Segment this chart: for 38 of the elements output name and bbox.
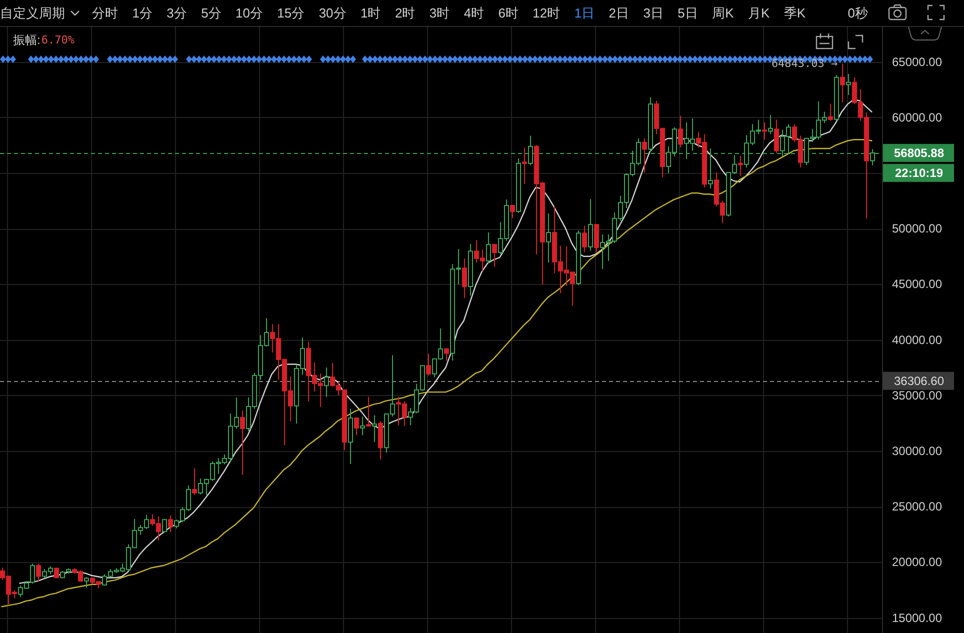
- amplitude-value: 6.70%: [41, 34, 74, 46]
- y-tick-label: 20000.00: [892, 555, 942, 570]
- toolbar-item: 30分: [318, 6, 346, 20]
- toolbar-item: 5分: [201, 6, 222, 20]
- toolbar-item: 6时: [498, 6, 518, 20]
- toolbar-item: 分时: [92, 6, 118, 20]
- toolbar-item: 12时: [532, 6, 560, 20]
- toolbar-item: 季K: [784, 6, 806, 20]
- y-tick-label: 45000.00: [892, 277, 942, 292]
- toolbar-item: 10分: [236, 6, 263, 20]
- toolbar-item: 0秒: [848, 6, 868, 20]
- y-tick-label: 25000.00: [892, 500, 942, 514]
- ref-label: 36306.60: [894, 374, 944, 388]
- countdown: 22:10:19: [894, 166, 944, 180]
- toolbar-item: 1时: [360, 6, 381, 20]
- y-tick-label: 60000.00: [892, 110, 942, 124]
- ref-label: 56805.88: [894, 146, 944, 160]
- toolbar-item: 2时: [394, 6, 416, 20]
- y-tick-label: 50000.00: [892, 222, 942, 236]
- toolbar-item: 2日: [608, 6, 630, 20]
- toolbar-item: 周K: [712, 6, 734, 20]
- amplitude-label: 振幅:: [13, 33, 40, 47]
- y-tick-label: 40000.00: [892, 332, 942, 347]
- toolbar-item: 15分: [277, 6, 305, 20]
- toolbar-item: 5日: [678, 6, 698, 20]
- toolbar-item: 3时: [429, 6, 450, 20]
- y-tick-label: 35000.00: [892, 388, 942, 402]
- high-marker-label: 64843.03 →: [771, 57, 838, 70]
- toolbar-item: 1日: [574, 6, 595, 20]
- toolbar-item: 自定义周期: [0, 6, 65, 20]
- toolbar-item: 月K: [748, 6, 770, 20]
- toolbar-item: 4时: [464, 6, 484, 20]
- y-tick-label: 65000.00: [892, 54, 942, 69]
- y-tick-label: 30000.00: [892, 444, 942, 458]
- y-tick-label: 15000.00: [892, 610, 942, 625]
- toolbar-item: 3分: [166, 6, 187, 20]
- toolbar-item: 1分: [132, 6, 152, 20]
- toolbar-item: 3日: [643, 6, 664, 20]
